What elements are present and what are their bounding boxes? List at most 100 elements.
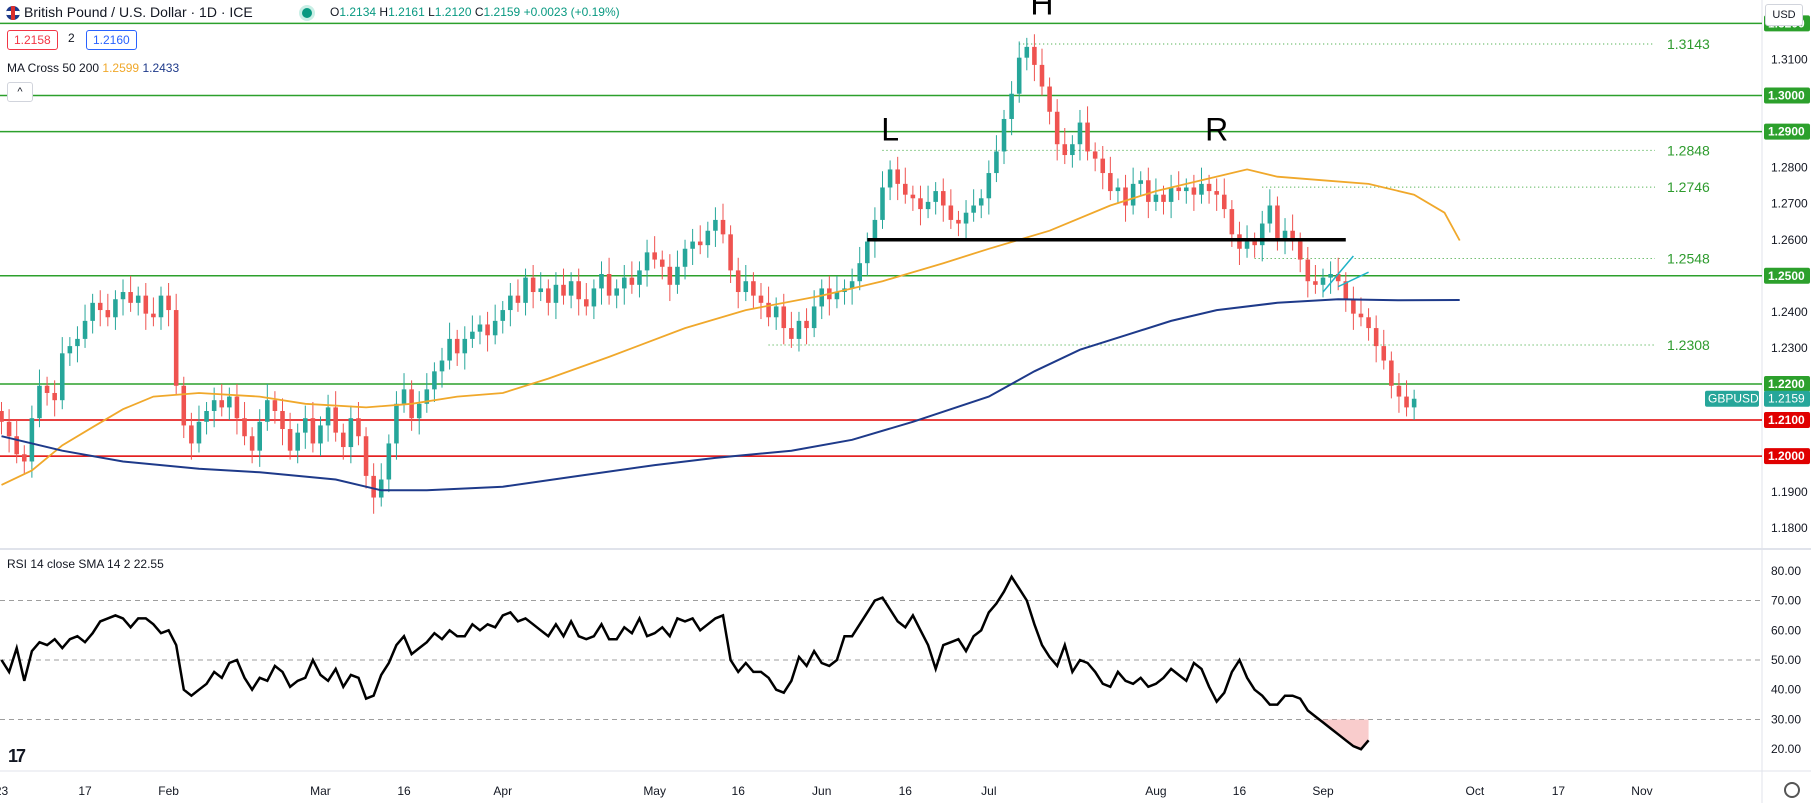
symbol-tag: [1705, 390, 1759, 407]
candle-body: [401, 389, 407, 404]
candle-body: [1214, 191, 1219, 195]
candle-body: [986, 173, 992, 199]
candle-body: [735, 270, 741, 293]
candle-body: [22, 454, 27, 462]
candle-body: [1404, 396, 1409, 408]
close-value: 1.2159: [483, 5, 521, 19]
candle-body: [219, 400, 225, 408]
buy-price-button[interactable]: 1.2160: [86, 30, 137, 50]
candle-body: [523, 277, 528, 303]
settings-gear-icon[interactable]: [1784, 782, 1800, 798]
low-value: 1.2120: [434, 5, 472, 19]
candle-body: [1138, 180, 1144, 184]
candle-body: [1146, 180, 1151, 202]
candle-body: [356, 418, 361, 437]
candle-body: [6, 421, 12, 437]
price-tick-label: 1.2400: [1771, 305, 1808, 319]
candle-body: [234, 396, 240, 419]
candle-body: [477, 324, 483, 332]
time-tick-label: 16: [1233, 784, 1247, 798]
candle-body: [1259, 223, 1265, 246]
ma200-value: 1.2433: [142, 61, 180, 75]
ma-cross-name: MA Cross 50 200: [7, 61, 100, 75]
candle-body: [211, 400, 217, 411]
candle-body: [773, 306, 779, 318]
candle-body: [682, 248, 688, 267]
time-tick-label: 23: [0, 784, 8, 798]
candle-body: [705, 230, 711, 246]
candle-body: [644, 252, 650, 271]
currency-button[interactable]: USD: [1765, 4, 1803, 26]
candle-body: [287, 429, 293, 451]
candle-body: [249, 436, 255, 451]
high-key: H: [379, 5, 389, 19]
candle-body: [576, 281, 581, 300]
time-tick-label: May: [643, 784, 666, 798]
candle-body: [59, 353, 65, 401]
candle-body: [135, 295, 141, 303]
ma-cross-legend[interactable]: MA Cross 50 200 1.2599 1.2433: [7, 61, 179, 75]
candle-body: [1168, 187, 1174, 202]
candle-body: [318, 425, 323, 444]
candle-body: [1161, 194, 1166, 202]
candle-body: [120, 292, 126, 300]
candle-body: [978, 198, 984, 206]
open-key: O: [330, 5, 340, 19]
candle-body: [166, 295, 171, 311]
symbol-tag-label: GBPUSD: [1708, 392, 1759, 406]
price-tick-label: 1.2600: [1771, 233, 1808, 247]
open-value: 1.2134: [339, 5, 377, 19]
candle-body: [1389, 360, 1394, 386]
symbol-title[interactable]: British Pound / U.S. Dollar · 1D · ICE: [24, 4, 253, 20]
candle-body: [1016, 57, 1022, 94]
last-price-label: 1.2159: [1768, 392, 1805, 406]
candle-body: [659, 259, 665, 267]
candle-body: [378, 479, 384, 498]
candle-body: [956, 219, 961, 224]
level-price-tag: [1764, 123, 1810, 140]
collapse-legend-button[interactable]: ^: [7, 82, 33, 102]
wedge-line: [1337, 271, 1369, 288]
candle-body: [895, 169, 900, 184]
candle-body: [880, 187, 885, 220]
candle-body: [751, 281, 756, 296]
candle-body: [363, 436, 369, 476]
candle-body: [1381, 346, 1387, 361]
candle-body: [1115, 187, 1121, 192]
candle-body: [386, 443, 392, 480]
price-tick-label: 1.1900: [1771, 485, 1808, 499]
candle-body: [1123, 187, 1128, 206]
candle-body: [37, 385, 42, 419]
candle-body: [416, 403, 422, 419]
candle-body: [257, 421, 263, 451]
time-tick-label: 16: [732, 784, 746, 798]
candle-body: [90, 302, 95, 321]
level-price-label: 1.2200: [1768, 377, 1805, 391]
candle-body: [1275, 205, 1280, 238]
spread-value: 2: [68, 31, 75, 45]
candle-body: [940, 191, 946, 206]
candle-body: [97, 302, 103, 311]
pattern-label-r: R: [1205, 112, 1228, 148]
time-tick-label: Apr: [493, 784, 512, 798]
candle-body: [454, 338, 460, 354]
ohlc-readout: O1.2134 H1.2161 L1.2120 C1.2159 +0.0023 …: [330, 5, 620, 19]
sell-price-button[interactable]: 1.2158: [7, 30, 58, 50]
candle-body: [272, 400, 278, 411]
candle-body: [492, 320, 498, 336]
candle-body: [1108, 173, 1113, 192]
candle-body: [44, 385, 50, 393]
candle-body: [128, 292, 133, 303]
candle-body: [568, 281, 574, 296]
candle-body: [439, 360, 445, 372]
tradingview-logo-icon[interactable]: 17: [8, 746, 26, 766]
candle-body: [1153, 194, 1159, 202]
candle-body: [743, 281, 749, 293]
candle-body: [1024, 46, 1030, 58]
candle-body: [113, 299, 118, 318]
level-price-tag: [1764, 448, 1810, 465]
price-tick-label: 1.2300: [1771, 341, 1808, 355]
candle-body: [606, 274, 612, 296]
rsi-legend[interactable]: RSI 14 close SMA 14 2 22.55: [7, 557, 164, 571]
